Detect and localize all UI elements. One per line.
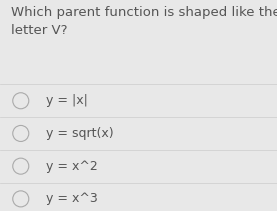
Text: Which parent function is shaped like the
letter V?: Which parent function is shaped like the… bbox=[11, 6, 277, 37]
Text: y = sqrt(x): y = sqrt(x) bbox=[46, 127, 113, 140]
Text: y = x^3: y = x^3 bbox=[46, 192, 98, 205]
Text: y = x^2: y = x^2 bbox=[46, 160, 98, 173]
Text: y = |x|: y = |x| bbox=[46, 94, 88, 107]
